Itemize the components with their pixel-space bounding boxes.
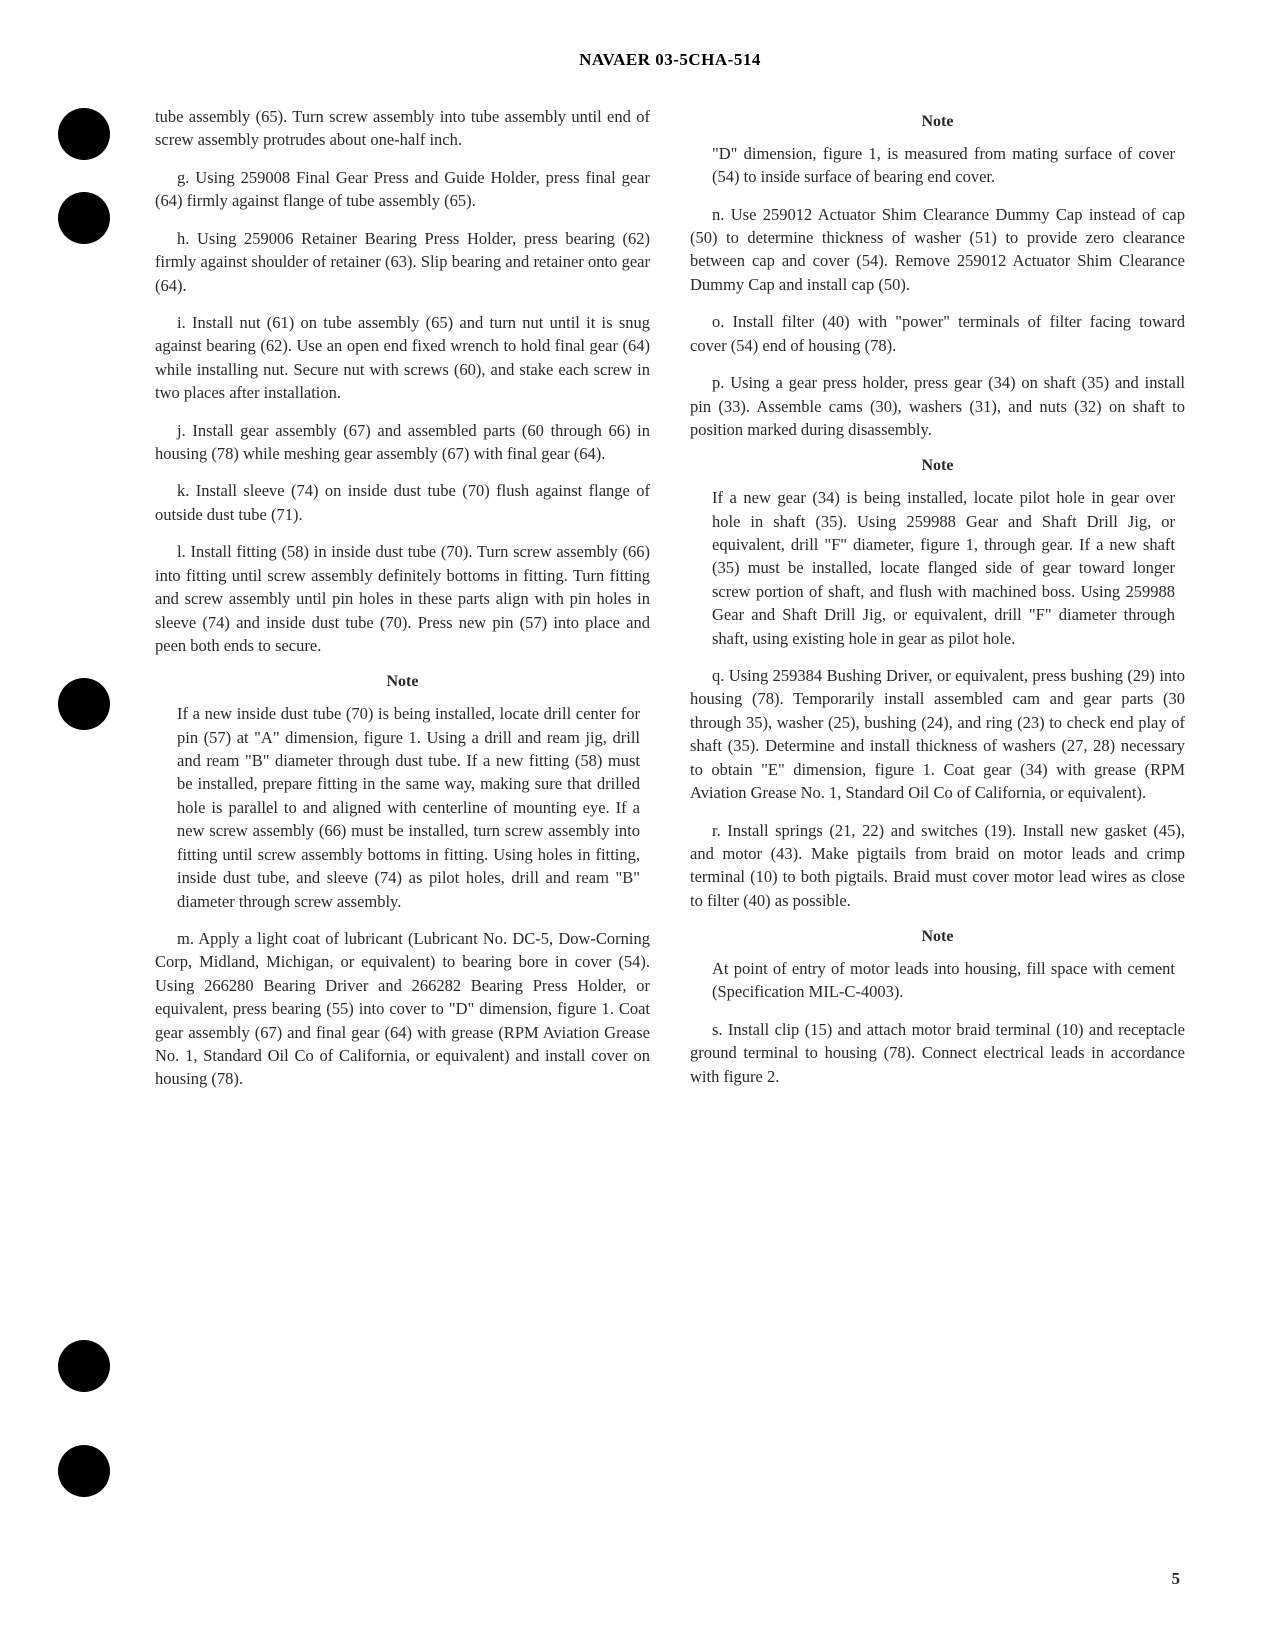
left-column: tube assembly (65). Turn screw assembly … xyxy=(155,105,650,1105)
paragraph-m: m. Apply a light coat of lubricant (Lubr… xyxy=(155,927,650,1091)
paragraph-j: j. Install gear assembly (67) and assemb… xyxy=(155,419,650,466)
note-heading-1: Note xyxy=(155,671,650,694)
paragraph-i: i. Install nut (61) on tube assembly (65… xyxy=(155,311,650,405)
page-container: NAVAER 03-5CHA-514 tube assembly (65). T… xyxy=(0,0,1280,1634)
note-body-2: "D" dimension, figure 1, is measured fro… xyxy=(690,142,1185,189)
paragraph-l: l. Install fitting (58) in inside dust t… xyxy=(155,540,650,657)
paragraph-o: o. Install filter (40) with "power" term… xyxy=(690,310,1185,357)
paragraph-k: k. Install sleeve (74) on inside dust tu… xyxy=(155,479,650,526)
content-columns: tube assembly (65). Turn screw assembly … xyxy=(155,105,1185,1105)
note-heading-3: Note xyxy=(690,455,1185,478)
right-column: Note "D" dimension, figure 1, is measure… xyxy=(690,105,1185,1105)
page-number: 5 xyxy=(1172,1569,1181,1589)
paragraph-g: g. Using 259008 Final Gear Press and Gui… xyxy=(155,166,650,213)
note-body-1: If a new inside dust tube (70) is being … xyxy=(155,702,650,913)
paragraph-p: p. Using a gear press holder, press gear… xyxy=(690,371,1185,441)
note-heading-2: Note xyxy=(690,111,1185,134)
paragraph-n: n. Use 259012 Actuator Shim Clearance Du… xyxy=(690,203,1185,297)
note-body-4: At point of entry of motor leads into ho… xyxy=(690,957,1185,1004)
note-heading-4: Note xyxy=(690,926,1185,949)
paragraph-h: h. Using 259006 Retainer Bearing Press H… xyxy=(155,227,650,297)
document-header: NAVAER 03-5CHA-514 xyxy=(155,50,1185,70)
paragraph-s: s. Install clip (15) and attach motor br… xyxy=(690,1018,1185,1088)
note-body-3: If a new gear (34) is being installed, l… xyxy=(690,486,1185,650)
paragraph-q: q. Using 259384 Bushing Driver, or equiv… xyxy=(690,664,1185,805)
paragraph-f-continuation: tube assembly (65). Turn screw assembly … xyxy=(155,105,650,152)
paragraph-r: r. Install springs (21, 22) and switches… xyxy=(690,819,1185,913)
